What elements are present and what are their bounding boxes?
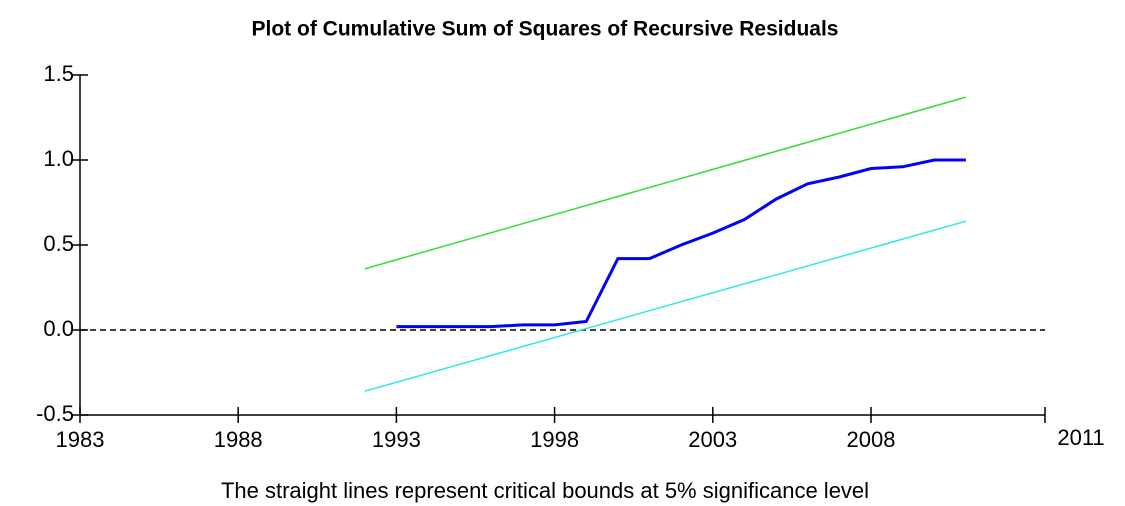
y-tick-label: -0.5: [36, 401, 74, 426]
y-tick-label: 1.0: [43, 146, 74, 171]
x-tick-label: 2008: [847, 427, 896, 452]
y-tick-label: 0.5: [43, 231, 74, 256]
x-tick-label: 2003: [688, 427, 737, 452]
x-end-label: 2011: [1057, 425, 1104, 450]
y-tick-label: 1.5: [43, 61, 74, 86]
series-line: [364, 96, 967, 270]
x-tick-label: 1988: [214, 427, 263, 452]
x-tick-label: 1993: [372, 427, 421, 452]
series-line: [364, 220, 967, 392]
x-tick-label: 1998: [530, 427, 579, 452]
chart-title: Plot of Cumulative Sum of Squares of Rec…: [252, 18, 839, 41]
series-line: [396, 158, 966, 329]
x-tick-label: 1983: [56, 427, 105, 452]
x-axis-label: The straight lines represent critical bo…: [221, 478, 869, 503]
y-tick-label: 0.0: [43, 316, 74, 341]
